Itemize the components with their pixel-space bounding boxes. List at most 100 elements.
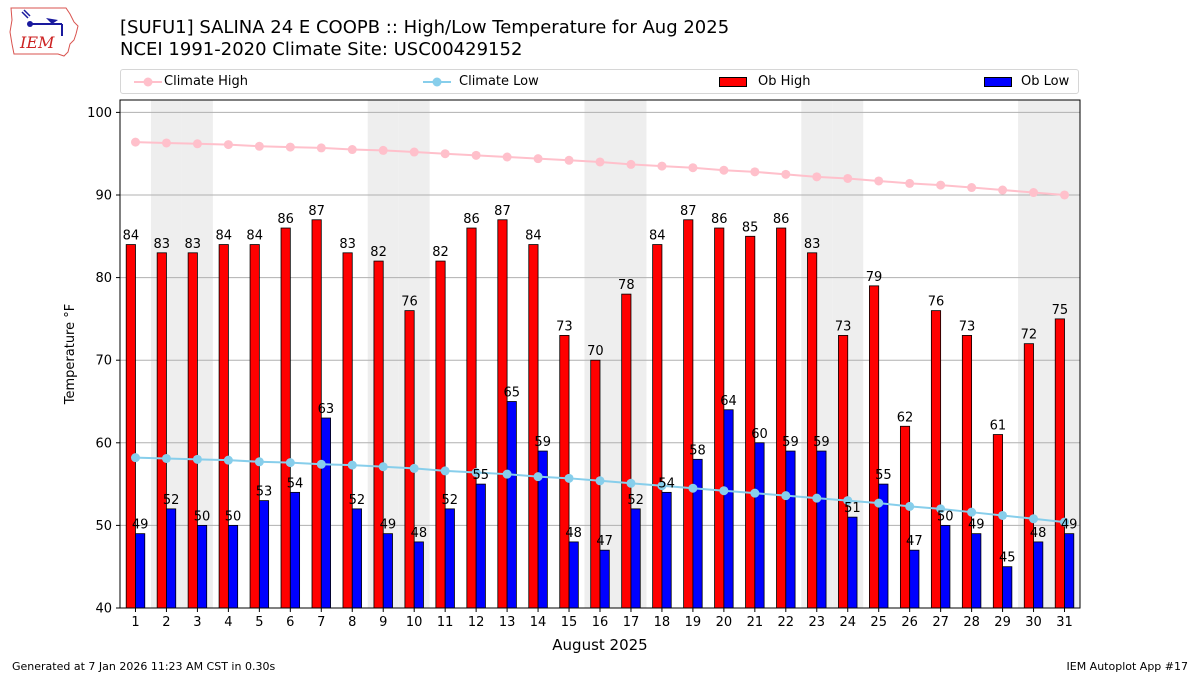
ob-high-value-label: 78 bbox=[618, 278, 635, 293]
ob-high-bar bbox=[714, 227, 725, 609]
ob-high-value-label: 76 bbox=[401, 295, 418, 310]
climate-high-point bbox=[564, 155, 574, 165]
ob-low-value-label: 59 bbox=[813, 435, 830, 450]
climate-low-point bbox=[378, 462, 388, 472]
climate-low-point bbox=[812, 493, 822, 503]
ob-high-bar bbox=[807, 252, 818, 609]
ob-high-value-label: 87 bbox=[308, 204, 325, 219]
ob-high-value-label: 75 bbox=[1052, 303, 1069, 318]
ob-high-value-label: 87 bbox=[680, 204, 697, 219]
ob-high-value-label: 84 bbox=[649, 229, 666, 244]
ob-low-bar bbox=[568, 541, 579, 609]
climate-high-point bbox=[409, 147, 419, 157]
ob-high-bar bbox=[745, 235, 756, 609]
x-tick-label: 24 bbox=[839, 615, 856, 630]
ob-high-value-label: 87 bbox=[494, 204, 511, 219]
x-tick-label: 27 bbox=[932, 615, 949, 630]
chart-legend: Climate High Climate Low Ob High Ob Low bbox=[120, 69, 1079, 94]
x-tick-label: 22 bbox=[778, 615, 795, 630]
ob-low-bar bbox=[971, 533, 982, 609]
ob-low-bar bbox=[135, 533, 146, 609]
climate-low-point bbox=[254, 457, 264, 467]
ob-low-value-label: 59 bbox=[782, 435, 799, 450]
climate-high-point bbox=[719, 165, 729, 175]
ob-high-bar bbox=[838, 335, 849, 609]
x-tick-label: 16 bbox=[592, 615, 609, 630]
ob-low-value-label: 55 bbox=[875, 468, 892, 483]
ob-low-value-label: 63 bbox=[318, 402, 335, 417]
climate-high-point bbox=[812, 172, 822, 182]
ob-low-bar bbox=[940, 524, 951, 609]
x-tick-label: 28 bbox=[963, 615, 980, 630]
climate-high-point bbox=[750, 167, 760, 177]
ob-low-value-label: 49 bbox=[132, 518, 149, 533]
x-tick-label: 21 bbox=[747, 615, 764, 630]
climate-high-point bbox=[998, 185, 1008, 195]
legend-label: Ob Low bbox=[1021, 74, 1070, 89]
x-tick-label: 25 bbox=[870, 615, 887, 630]
ob-low-value-label: 50 bbox=[194, 509, 211, 524]
ob-low-value-label: 55 bbox=[473, 468, 490, 483]
x-tick-label: 30 bbox=[1025, 615, 1042, 630]
ob-high-value-label: 86 bbox=[277, 212, 294, 227]
ob-high-value-label: 82 bbox=[370, 245, 387, 260]
climate-low-point bbox=[223, 455, 233, 465]
legend-line-marker-icon bbox=[423, 77, 451, 87]
x-tick-label: 11 bbox=[437, 615, 454, 630]
climate-high-point bbox=[502, 152, 512, 162]
climate-low-point bbox=[967, 507, 977, 517]
ob-low-value-label: 59 bbox=[534, 435, 551, 450]
iowa-outline-icon bbox=[9, 7, 79, 57]
ob-low-bar bbox=[909, 549, 920, 609]
iem-logo: IEM bbox=[9, 7, 79, 57]
climate-high-point bbox=[595, 157, 605, 167]
ob-high-bar bbox=[280, 227, 291, 609]
ob-high-value-label: 86 bbox=[773, 212, 790, 227]
ob-low-value-label: 54 bbox=[287, 476, 304, 491]
ob-high-value-label: 79 bbox=[866, 270, 883, 285]
x-tick-label: 4 bbox=[224, 615, 232, 630]
footer-app: IEM Autoplot App #17 bbox=[1066, 660, 1189, 673]
legend-bar-swatch-icon bbox=[984, 77, 1012, 87]
climate-low-point bbox=[657, 481, 667, 491]
footer-generated: Generated at 7 Jan 2026 11:23 AM CST in … bbox=[12, 660, 276, 673]
y-tick-label: 40 bbox=[95, 602, 112, 617]
ob-low-value-label: 49 bbox=[380, 518, 397, 533]
ob-high-bar bbox=[404, 310, 415, 609]
climate-high-point bbox=[161, 138, 171, 148]
climate-low-point bbox=[533, 472, 543, 482]
x-tick-label: 12 bbox=[468, 615, 485, 630]
climate-high-point bbox=[533, 154, 543, 164]
climate-high-point bbox=[130, 137, 140, 147]
ob-high-value-label: 76 bbox=[928, 295, 945, 310]
x-tick-label: 20 bbox=[716, 615, 733, 630]
ob-low-bar bbox=[723, 409, 734, 609]
x-tick-label: 19 bbox=[685, 615, 702, 630]
legend-line-marker-icon bbox=[134, 77, 162, 87]
ob-low-bar bbox=[816, 450, 827, 609]
ob-low-bar bbox=[166, 508, 177, 609]
climate-lines bbox=[130, 137, 1070, 527]
ob-low-value-label: 64 bbox=[720, 394, 737, 409]
ob-low-bar bbox=[1033, 541, 1044, 609]
ob-high-bar bbox=[559, 335, 570, 609]
bars bbox=[125, 219, 1075, 609]
ob-low-value-label: 45 bbox=[999, 551, 1016, 566]
ob-low-bar bbox=[754, 442, 765, 609]
climate-low-point bbox=[626, 478, 636, 488]
ob-low-bar bbox=[785, 450, 796, 609]
ob-high-value-label: 84 bbox=[215, 229, 232, 244]
chart-title: [SUFU1] SALINA 24 E COOPB :: High/Low Te… bbox=[120, 17, 730, 38]
climate-high-point bbox=[285, 142, 295, 152]
legend-label: Climate Low bbox=[459, 74, 539, 89]
ob-high-bar bbox=[621, 293, 632, 609]
ob-low-value-label: 52 bbox=[163, 493, 180, 508]
ob-low-value-label: 58 bbox=[689, 443, 706, 458]
x-tick-label: 2 bbox=[162, 615, 170, 630]
ob-low-value-label: 50 bbox=[225, 509, 242, 524]
ob-low-value-label: 52 bbox=[349, 493, 366, 508]
ob-high-value-label: 86 bbox=[463, 212, 480, 227]
ob-low-bar bbox=[1002, 566, 1013, 609]
climate-high-point bbox=[316, 143, 326, 153]
